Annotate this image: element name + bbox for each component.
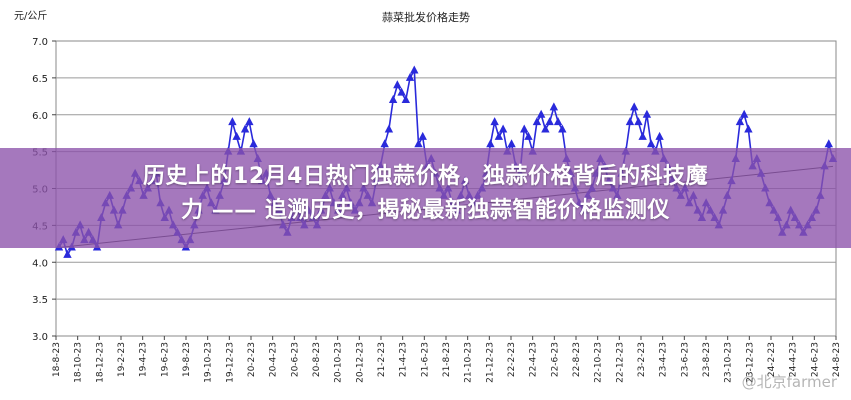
price-point-marker	[524, 131, 533, 140]
price-point-marker	[401, 95, 411, 103]
x-tick-label: 24-8-23	[832, 342, 842, 377]
price-point-marker	[744, 124, 753, 133]
headline-line-2: 力 —— 追溯历史，揭秘最新独蒜智能价格监测仪	[181, 198, 670, 223]
x-tick-label: 20-4-23	[269, 342, 279, 377]
price-point-marker	[634, 117, 643, 126]
headline-banner	[0, 148, 851, 248]
price-point-marker	[418, 131, 427, 140]
chart-title: 蒜菜批发价格走势	[382, 10, 470, 24]
x-tick-label: 19-12-23	[225, 342, 235, 383]
x-tick-label: 21-6-23	[420, 342, 430, 377]
price-point-marker	[388, 95, 398, 103]
y-tick-label: 6.5	[32, 74, 48, 85]
y-axis-unit-label: 元/公斤	[14, 10, 47, 22]
price-point-marker	[536, 109, 546, 118]
x-tick-label: 20-2-23	[247, 342, 257, 377]
x-tick-label: 22-6-23	[550, 342, 560, 377]
x-tick-label: 23-10-23	[724, 342, 734, 383]
price-point-marker	[498, 124, 508, 133]
x-tick-label: 24-2-23	[767, 342, 777, 377]
x-tick-label: 23-6-23	[680, 342, 690, 377]
price-point-marker	[507, 139, 516, 148]
y-tick-label: 7.0	[32, 37, 48, 48]
x-tick-label: 22-4-23	[529, 342, 539, 377]
x-tick-label: 18-10-23	[74, 342, 84, 383]
price-point-marker	[541, 124, 550, 133]
price-point-marker	[410, 65, 419, 74]
x-tick-label: 23-12-23	[745, 342, 755, 383]
price-point-marker	[549, 102, 559, 111]
watermark: @北京farmer	[741, 373, 837, 391]
x-tick-label: 21-12-23	[485, 342, 495, 383]
x-tick-label: 19-6-23	[160, 342, 170, 377]
price-point-marker	[558, 124, 567, 133]
price-point-marker	[638, 131, 647, 140]
price-point-marker	[245, 117, 254, 126]
price-point-marker	[384, 124, 394, 133]
price-point-marker	[625, 117, 635, 126]
x-tick-label: 20-12-23	[355, 342, 365, 383]
y-tick-label: 4.0	[32, 258, 48, 269]
x-tick-label: 23-8-23	[702, 342, 712, 377]
price-point-marker	[240, 124, 250, 133]
x-tick-label: 24-6-23	[810, 342, 820, 377]
price-point-marker	[646, 139, 656, 148]
price-point-marker	[380, 139, 389, 148]
headline-text: 历史上的12月4日热门独蒜价格，独蒜价格背后的科技魔 力 —— 追溯历史，揭秘最…	[0, 160, 851, 228]
price-point-marker	[249, 139, 258, 148]
price-point-marker	[414, 139, 423, 148]
price-point-marker	[494, 131, 504, 140]
x-tick-label: 21-10-23	[464, 342, 474, 383]
x-tick-label: 24-4-23	[789, 342, 799, 377]
x-tick-label: 23-4-23	[659, 342, 669, 377]
price-point-marker	[486, 139, 495, 148]
x-tick-label: 20-10-23	[334, 342, 344, 383]
x-tick-label: 19-8-23	[182, 342, 192, 377]
price-point-marker	[397, 87, 406, 96]
x-tick-label: 20-6-23	[290, 342, 300, 377]
x-tick-label: 21-4-23	[399, 342, 409, 377]
price-point-marker	[532, 117, 542, 126]
price-point-marker	[739, 109, 749, 118]
x-tick-label: 22-10-23	[594, 342, 604, 383]
y-tick-label: 3.0	[32, 332, 48, 343]
price-point-marker	[553, 117, 563, 126]
headline-line-1: 历史上的12月4日热门独蒜价格，独蒜价格背后的科技魔	[143, 164, 708, 189]
x-tick-label: 22-2-23	[507, 342, 517, 377]
price-point-marker	[824, 139, 833, 148]
x-tick-label: 21-8-23	[442, 342, 452, 377]
price-point-marker	[228, 117, 237, 126]
x-tick-label: 23-2-23	[637, 342, 647, 377]
x-tick-label: 19-10-23	[204, 342, 214, 383]
price-point-marker	[63, 249, 72, 258]
price-point-marker	[655, 131, 664, 140]
price-point-marker	[520, 124, 529, 133]
x-tick-label: 20-8-23	[312, 342, 322, 377]
y-tick-label: 6.0	[32, 111, 48, 122]
price-point-marker	[735, 117, 745, 126]
y-tick-label: 3.5	[32, 295, 48, 306]
x-tick-label: 18-12-23	[95, 342, 105, 383]
price-point-marker	[490, 117, 499, 126]
price-point-marker	[232, 131, 241, 140]
price-point-marker	[393, 80, 402, 89]
price-point-marker	[642, 109, 652, 118]
price-point-marker	[405, 72, 415, 81]
x-tick-label: 19-4-23	[139, 342, 149, 377]
price-point-marker	[630, 102, 639, 111]
x-tick-label: 18-8-23	[52, 342, 62, 377]
x-tick-label: 19-2-23	[117, 342, 127, 377]
price-point-marker	[545, 117, 554, 126]
x-tick-label: 22-8-23	[572, 342, 582, 377]
x-tick-label: 22-12-23	[615, 342, 625, 383]
x-tick-label: 21-2-23	[377, 342, 387, 377]
